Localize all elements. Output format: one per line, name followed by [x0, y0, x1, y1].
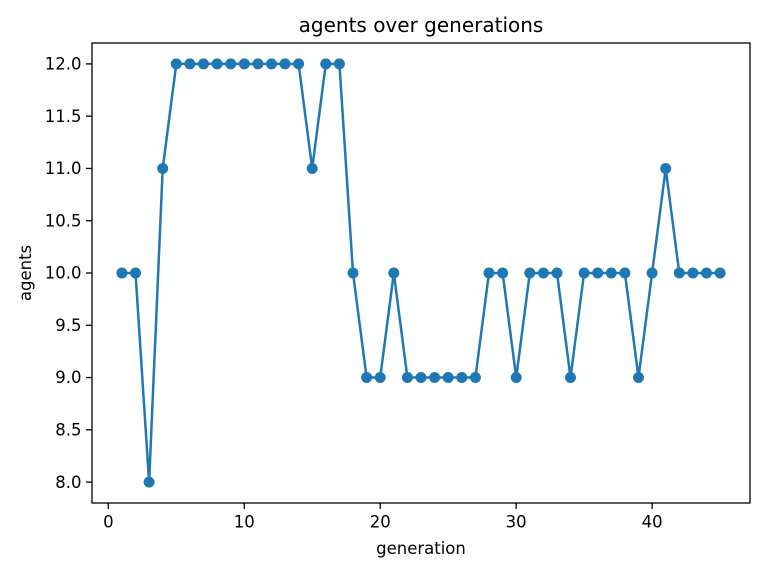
data-point-marker: [170, 58, 182, 70]
data-point-marker: [320, 58, 332, 70]
data-point-marker: [306, 163, 318, 174]
chart-title: agents over generations: [299, 13, 544, 37]
data-point-marker: [633, 372, 644, 383]
data-point-marker: [374, 372, 386, 383]
data-point-marker: [429, 372, 441, 383]
x-tick-label: 0: [103, 513, 114, 532]
data-series-layer: [116, 58, 726, 488]
data-point-marker: [116, 267, 128, 279]
data-point-marker: [211, 58, 223, 70]
data-point-marker: [646, 267, 658, 279]
data-point-marker: [619, 267, 631, 279]
data-point-marker: [565, 372, 576, 383]
data-point-marker: [687, 267, 699, 279]
data-point-marker: [524, 267, 536, 279]
data-point-marker: [701, 267, 712, 279]
data-point-marker: [238, 58, 250, 70]
data-point-marker: [266, 58, 277, 70]
axis-ticks-layer: 0 10 20 30 40 8.0 8.5 9.0 9.5 10.0 10.5 11.0 11.5 12.…: [45, 55, 663, 532]
y-tick-label: 8.5: [55, 421, 81, 440]
data-point-marker: [184, 58, 196, 70]
data-point-marker: [714, 267, 726, 279]
data-point-marker: [551, 267, 563, 279]
x-tick-label: 40: [642, 513, 663, 532]
data-point-marker: [415, 372, 427, 383]
x-tick-label: 30: [506, 513, 527, 532]
data-point-marker: [673, 267, 685, 279]
data-point-marker: [157, 163, 169, 174]
plot-area: [92, 43, 750, 503]
data-point-marker: [483, 267, 495, 279]
data-point-marker: [537, 267, 549, 279]
y-tick-label: 10.0: [45, 264, 82, 283]
data-point-marker: [605, 267, 617, 279]
data-point-marker: [660, 163, 672, 174]
data-point-marker: [578, 267, 590, 279]
y-tick-label: 11.5: [45, 107, 82, 126]
y-axis-label: agents: [16, 245, 35, 301]
x-axis-label: generation: [376, 539, 466, 558]
data-point-marker: [143, 476, 155, 488]
y-tick-label: 12.0: [45, 55, 82, 74]
data-point-marker: [469, 372, 481, 383]
data-point-marker: [388, 267, 400, 279]
data-point-marker: [293, 58, 305, 70]
plot-border-spines: [91, 42, 751, 504]
data-point-marker: [497, 267, 509, 279]
data-point-marker: [333, 58, 345, 70]
data-point-marker: [252, 58, 264, 70]
x-tick-label: 20: [370, 513, 391, 532]
data-point-marker: [279, 58, 291, 70]
data-point-marker: [456, 372, 468, 383]
data-point-marker: [225, 58, 237, 70]
data-point-marker: [361, 372, 373, 383]
y-tick-label: 10.5: [45, 211, 82, 230]
y-tick-label: 11.0: [45, 159, 82, 178]
data-point-marker: [592, 267, 604, 279]
y-tick-label: 9.5: [55, 316, 81, 335]
x-tick-label: 10: [234, 513, 255, 532]
data-point-marker: [347, 267, 359, 279]
data-point-marker: [130, 267, 141, 279]
data-point-marker: [510, 372, 522, 383]
data-point-marker: [442, 372, 454, 383]
data-point-marker: [198, 58, 209, 70]
y-tick-label: 9.0: [55, 368, 81, 387]
data-point-marker: [401, 372, 413, 383]
y-tick-label: 8.0: [55, 473, 81, 492]
